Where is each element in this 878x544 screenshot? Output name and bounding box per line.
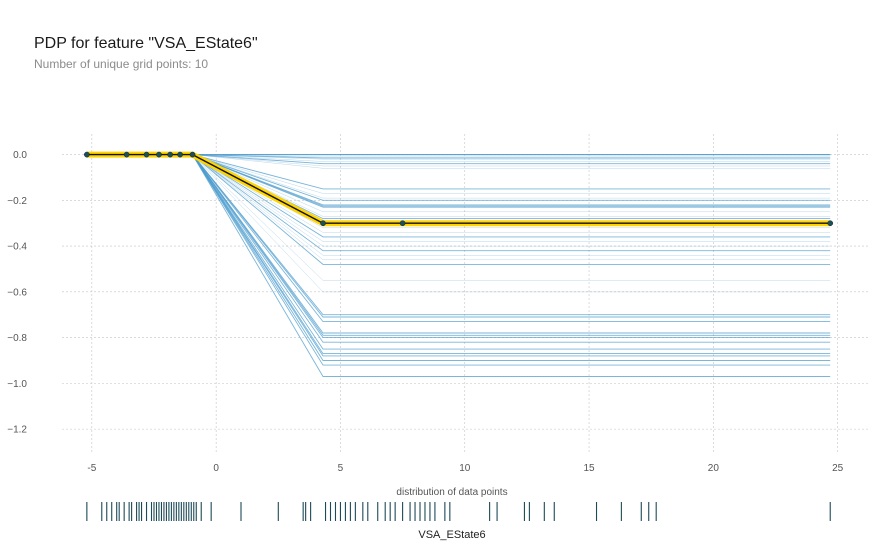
y-tick-label: −0.4 — [7, 242, 27, 253]
ice-line — [86, 154, 831, 377]
pdp-point — [123, 151, 130, 158]
distribution-label: distribution of data points — [396, 487, 507, 498]
y-tick-label: 0.0 — [13, 150, 27, 161]
x-tick-label: 15 — [584, 463, 596, 474]
ice-line — [86, 154, 831, 323]
ice-line — [86, 154, 831, 265]
rug-plot — [86, 502, 831, 521]
ice-line — [86, 154, 831, 281]
ice-line — [86, 154, 831, 355]
y-tick-label: −0.8 — [7, 333, 27, 344]
ice-line — [86, 154, 831, 336]
pdp-center-line — [86, 153, 831, 224]
pdp-point — [827, 220, 834, 227]
ice-line — [86, 154, 831, 318]
pdp-point — [143, 151, 150, 158]
y-tick-label: −0.2 — [7, 196, 27, 207]
x-tick-label: 20 — [708, 463, 720, 474]
y-tick-label: −1.0 — [7, 379, 27, 390]
pdp-point — [156, 151, 162, 158]
pdp-point — [189, 151, 196, 158]
pdp-point — [320, 220, 326, 227]
ice-line — [86, 154, 831, 350]
ice-lines — [86, 154, 831, 377]
ice-line — [86, 154, 831, 229]
ice-line — [86, 154, 831, 252]
y-tick-label: −0.6 — [7, 287, 27, 298]
chart-subtitle: Number of unique grid points: 10 — [34, 57, 209, 71]
ice-line — [86, 154, 831, 361]
pdp-line — [84, 151, 834, 227]
x-tick-label: 0 — [213, 463, 219, 474]
x-tick-label: -5 — [87, 463, 96, 474]
ice-line — [86, 154, 831, 334]
pdp-point — [84, 151, 90, 158]
ice-line — [86, 154, 831, 343]
y-tick-label: −1.2 — [7, 425, 27, 436]
grid-layer — [62, 134, 870, 452]
x-tick-label: 5 — [338, 463, 344, 474]
chart-title: PDP for feature "VSA_EState6" — [34, 35, 258, 52]
x-tick-label: 10 — [459, 463, 471, 474]
tick-labels: -5 0 5 10 15 20 25 0.0 −0.2 −0.4 −0.6 −0.8 −1.0 −1.2 — [7, 150, 843, 474]
x-axis-label: VSA_EState6 — [418, 529, 485, 541]
pdp-point — [167, 151, 173, 158]
pdp-point — [399, 220, 406, 227]
x-tick-label: 25 — [832, 463, 844, 474]
pdp-point — [177, 151, 183, 158]
ice-line — [86, 154, 831, 316]
